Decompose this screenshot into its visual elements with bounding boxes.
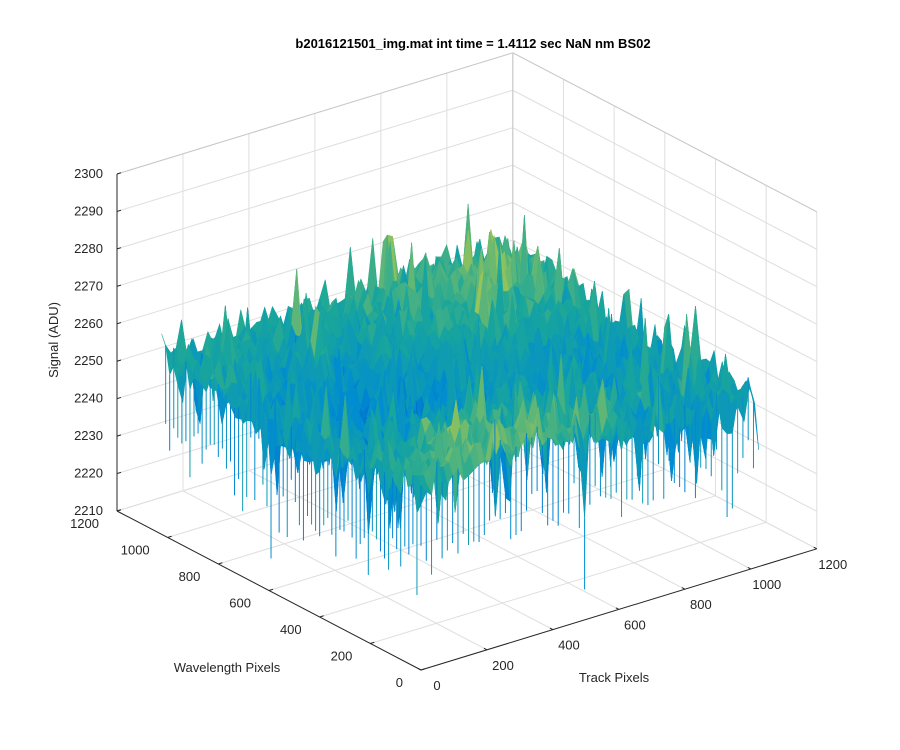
y-tick-mark — [370, 641, 375, 644]
back-wall-grid-line — [116, 164, 513, 287]
back-wall-grid-line — [116, 89, 513, 212]
z-tick-mark — [116, 396, 122, 400]
surface-patch — [749, 384, 759, 451]
top-back-edge — [116, 52, 513, 175]
z-tick-mark — [116, 284, 122, 287]
z-tick-mark — [116, 172, 122, 175]
y-tick-label: 400 — [280, 622, 302, 637]
z-tick-label: 2270 — [74, 278, 103, 293]
side-wall-grid-line — [512, 127, 818, 288]
chart-title: b2016121501_img.mat int time = 1.4112 se… — [295, 36, 650, 51]
y-tick-mark — [218, 562, 223, 565]
floor-grid-line — [268, 468, 665, 591]
y-tick-mark — [420, 668, 426, 671]
z-tick-label: 2230 — [74, 428, 103, 443]
y-tick-label: 200 — [331, 649, 353, 664]
top-side-edge — [512, 52, 818, 213]
back-wall-grid-line — [116, 127, 513, 250]
y-tick-label: 1200 — [70, 516, 99, 531]
back-wall-grid-line — [116, 202, 513, 325]
x-tick-label: 800 — [690, 597, 712, 612]
z-tick-mark — [116, 322, 122, 325]
y-tick-label: 0 — [396, 675, 403, 690]
floor-grid-line — [319, 495, 716, 618]
y-tick-mark — [167, 535, 172, 538]
x-tick-mark — [549, 627, 554, 631]
z-tick-mark — [116, 209, 122, 212]
z-axis-label: Signal (ADU) — [46, 302, 61, 378]
z-tick-mark — [116, 247, 122, 250]
z-tick-label: 2210 — [74, 503, 103, 518]
z-tick-label: 2300 — [74, 166, 103, 181]
z-tick-label: 2250 — [74, 353, 103, 368]
y-tick-mark — [319, 615, 324, 618]
x-tick-mark — [483, 647, 488, 651]
z-tick-label: 2260 — [74, 316, 103, 331]
x-axis-label: Track Pixels — [579, 670, 650, 685]
x-tick-label: 200 — [492, 658, 514, 673]
z-tick-mark — [116, 434, 122, 437]
z-tick-label: 2220 — [74, 466, 103, 481]
z-tick-label: 2280 — [74, 241, 103, 256]
z-tick-label: 2290 — [74, 203, 103, 218]
x-tick-label: 400 — [558, 638, 580, 653]
x-tick-label: 1000 — [752, 577, 781, 592]
z-tick-mark — [116, 509, 122, 512]
x-tick-mark — [615, 607, 620, 610]
z-tick-mark — [116, 471, 122, 475]
x-tick-label: 600 — [624, 617, 646, 632]
z-tick-label: 2240 — [74, 391, 103, 406]
y-tick-mark — [268, 588, 274, 591]
floor-grid-line — [370, 521, 767, 644]
side-wall-grid-line — [512, 239, 818, 400]
x-tick-label: 0 — [433, 678, 440, 693]
side-wall-grid-line — [512, 164, 818, 325]
x-tick-mark — [681, 587, 686, 590]
y-axis-label: Wavelength Pixels — [174, 660, 281, 675]
y-tick-label: 1000 — [121, 543, 150, 558]
surface-layer — [161, 203, 759, 596]
side-wall-grid-line — [512, 89, 818, 250]
x-tick-label: 1200 — [818, 557, 847, 572]
side-wall-grid-line — [512, 202, 818, 363]
y-tick-label: 600 — [229, 596, 251, 611]
x-tick-mark — [747, 566, 752, 570]
y-tick-label: 800 — [179, 569, 201, 584]
x-tick-mark — [417, 667, 422, 671]
z-tick-mark — [116, 359, 122, 362]
